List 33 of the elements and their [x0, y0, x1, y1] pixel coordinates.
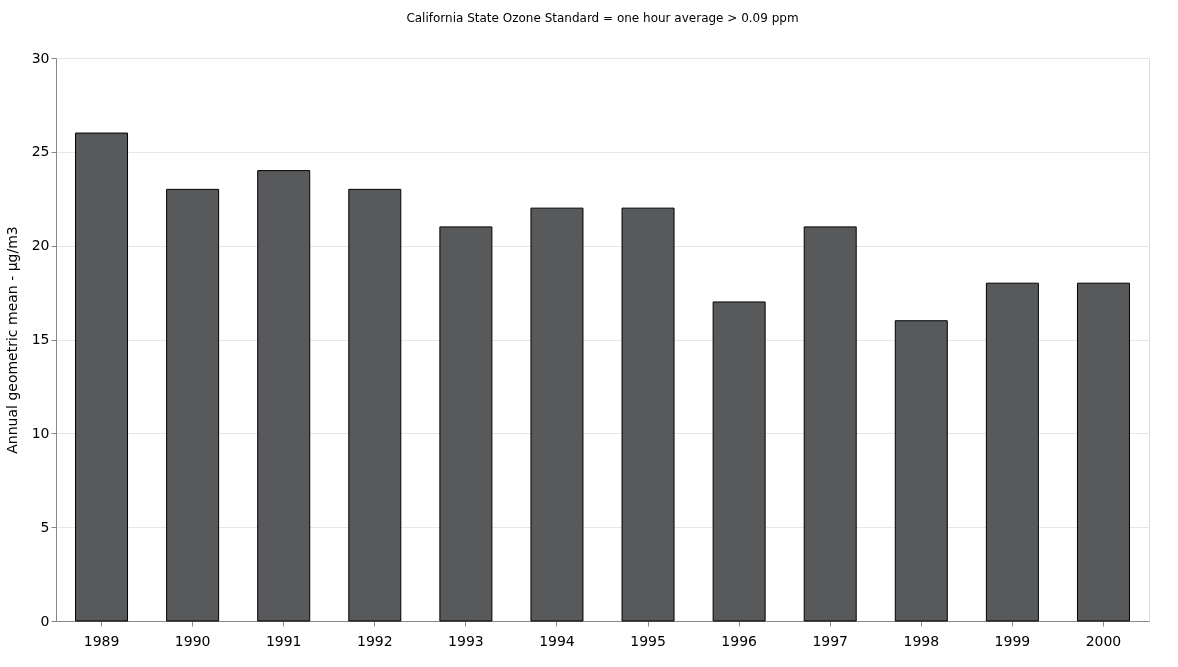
- x-tick-label: 1993: [448, 632, 484, 649]
- bar: [530, 207, 584, 622]
- bar: [439, 226, 493, 622]
- bar: [803, 226, 857, 622]
- x-tick-label: 1989: [83, 632, 120, 649]
- chart-title: California State Ozone Standard = one hour average > 0.09 ppm: [406, 11, 799, 25]
- x-tick-label: 1990: [174, 632, 211, 649]
- x-tick-label: 1997: [812, 632, 849, 649]
- y-tick-label: 25: [31, 143, 50, 160]
- y-axis-title: Annual geometric mean - µg/m3: [3, 226, 20, 454]
- x-tick-label: 1994: [539, 632, 575, 649]
- bar: [75, 132, 129, 622]
- x-tick-label: 1992: [356, 632, 393, 649]
- bar: [1076, 282, 1130, 622]
- bar: [348, 188, 402, 622]
- y-tick-label: 20: [31, 237, 50, 254]
- x-tick-label: 2000: [1085, 632, 1122, 649]
- bar: [712, 301, 766, 622]
- x-tick-label: 1998: [903, 632, 940, 649]
- x-tick-label: 1999: [994, 632, 1031, 649]
- bar: [985, 282, 1039, 622]
- y-tick-label: 0: [40, 612, 50, 629]
- x-tick-label: 1996: [721, 632, 758, 649]
- x-tick-label: 1995: [630, 632, 666, 649]
- y-tick-label: 5: [40, 518, 50, 535]
- bar: [166, 188, 220, 622]
- y-tick-label: 30: [31, 49, 50, 66]
- bar: [257, 170, 311, 622]
- bar: [894, 320, 948, 622]
- y-tick-label: 15: [31, 331, 50, 347]
- x-tick-label: 1991: [265, 632, 302, 649]
- y-tick-label: 10: [31, 424, 50, 441]
- bar: [621, 207, 675, 622]
